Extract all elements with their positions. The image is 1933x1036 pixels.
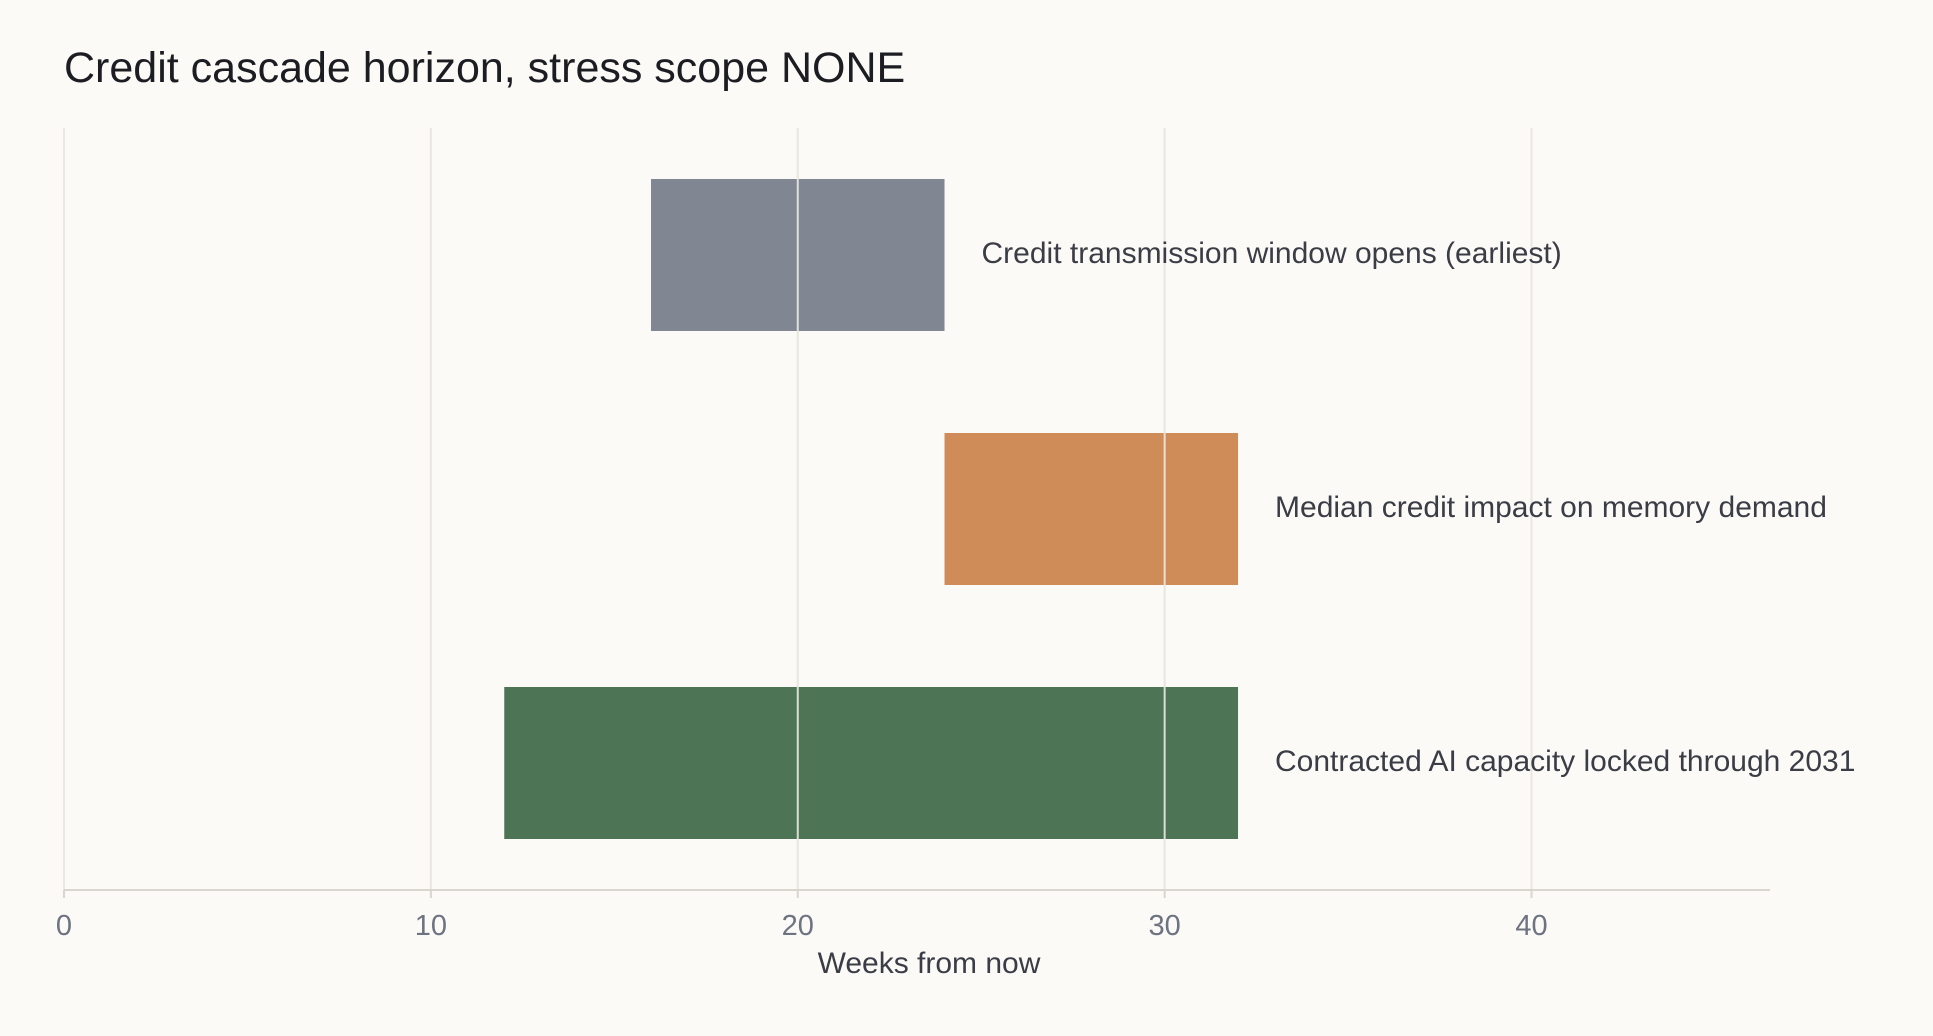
x-axis: 0 10 20 30 40	[56, 889, 1770, 942]
bar-label-1: Credit transmission window opens (earlie…	[982, 237, 1562, 270]
grid-overlay	[63, 128, 1533, 890]
bar-2	[944, 433, 1239, 585]
x-axis-title: Weeks from now	[818, 947, 1041, 980]
bar-label-2: Median credit impact on memory demand	[1275, 491, 1827, 524]
chart-title: Credit cascade horizon, stress scope NON…	[64, 44, 906, 92]
bar-labels: Credit transmission window opens (earlie…	[982, 237, 1856, 778]
x-tick-label-10: 10	[415, 910, 447, 942]
x-tick-label-20: 20	[782, 910, 814, 942]
x-tick-label-0: 0	[56, 910, 72, 942]
bar-3	[504, 687, 1239, 839]
bar-label-3: Contracted AI capacity locked through 20…	[1275, 745, 1855, 778]
x-tick-label-40: 40	[1515, 910, 1547, 942]
bars	[504, 179, 1239, 839]
x-tick-label-30: 30	[1149, 910, 1181, 942]
